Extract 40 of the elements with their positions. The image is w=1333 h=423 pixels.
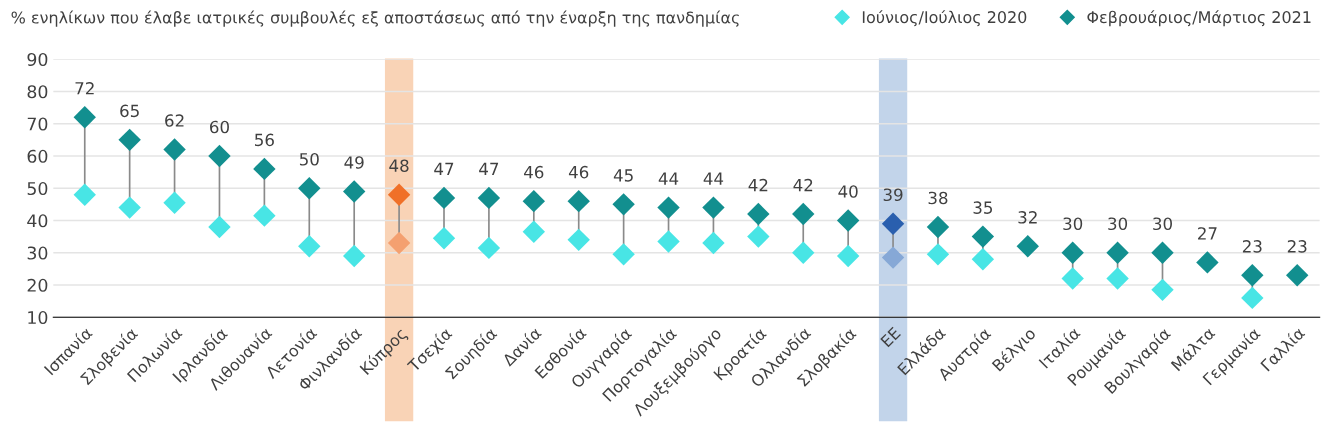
y-tick-label: 80 <box>27 85 48 99</box>
data-label: 23 <box>1287 240 1307 253</box>
y-tick-label: 60 <box>27 149 48 163</box>
data-label: 38 <box>928 191 948 205</box>
data-label: 44 <box>658 172 679 185</box>
data-label: 30 <box>1063 217 1083 231</box>
data-label: 44 <box>703 172 724 185</box>
data-label: 39 <box>883 188 903 202</box>
data-label: 46 <box>524 165 544 179</box>
y-tick-label: 20 <box>27 278 48 292</box>
y-tick-label: 50 <box>27 181 48 196</box>
data-label: 30 <box>1108 217 1128 231</box>
data-label: 40 <box>838 185 858 198</box>
data-label: 60 <box>210 120 229 134</box>
legend-label: Ιούνιος/Ιούλιος 2020 <box>862 10 1027 27</box>
y-tick-label: 40 <box>27 214 48 228</box>
data-label: 32 <box>1018 211 1037 224</box>
data-label: 35 <box>973 201 993 214</box>
data-label: 65 <box>120 104 139 118</box>
y-tick-label: 10 <box>28 310 48 325</box>
chart-title: % ενηλίκων που έλαβε ιατρικές συμβουλές εξ αποστάσεως από την έναρξη της πανδημίας <box>11 10 739 27</box>
data-label: 47 <box>479 162 499 175</box>
data-label: 47 <box>434 162 454 175</box>
data-label: 48 <box>389 159 409 173</box>
data-label: 46 <box>568 165 589 179</box>
data-label: 30 <box>1153 217 1172 231</box>
data-label: 23 <box>1242 240 1262 253</box>
data-label: 42 <box>748 178 768 192</box>
y-tick-label: 90 <box>27 52 48 67</box>
y-tick-label: 70 <box>27 117 48 131</box>
data-label: 50 <box>299 152 319 166</box>
legend-label: Φεβρουάριος/Μάρτιος 2021 <box>1087 10 1311 27</box>
data-label: 42 <box>793 178 813 192</box>
data-label: 56 <box>255 133 274 147</box>
data-label: 49 <box>344 156 364 169</box>
data-label: 72 <box>75 82 94 95</box>
y-tick-label: 30 <box>27 246 48 260</box>
data-label: 45 <box>613 169 633 182</box>
data-label: 27 <box>1198 227 1217 240</box>
data-label: 62 <box>165 114 184 127</box>
